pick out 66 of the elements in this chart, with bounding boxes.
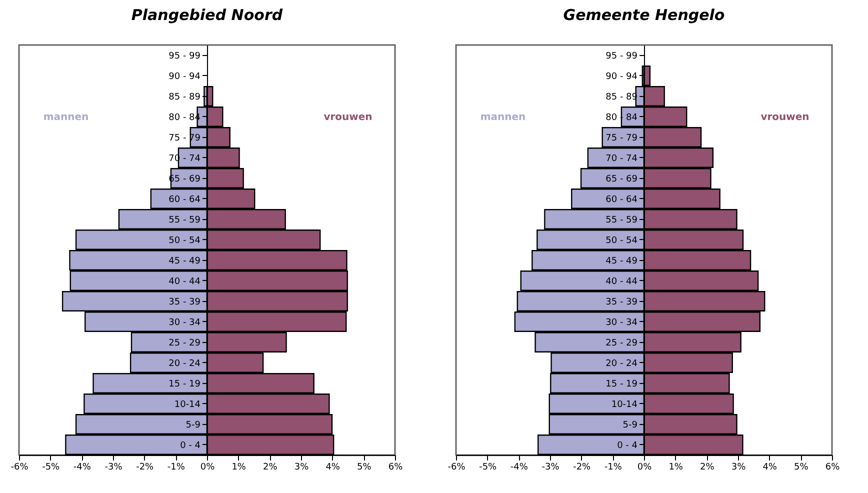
- x-tick-label: 4%: [326, 462, 340, 472]
- x-tick-label: -6%: [448, 462, 466, 472]
- y-tick-label: 55 - 59: [606, 215, 638, 226]
- y-tick-label: 5-9: [186, 420, 201, 430]
- chart-title: Plangebied Noord: [131, 6, 283, 24]
- x-tick-label: -1%: [604, 462, 622, 472]
- y-tick-label: 55 - 59: [168, 215, 201, 226]
- y-tick-label: 90 - 94: [606, 72, 638, 82]
- x-tick-label: 2%: [700, 462, 715, 472]
- x-tick-label: -1%: [167, 462, 186, 472]
- y-tick-label: 30 - 34: [168, 318, 201, 328]
- y-tick-label: 95 - 99: [606, 51, 638, 62]
- y-tick-label: 85 - 89: [168, 92, 201, 102]
- x-tick-label: 5%: [794, 462, 809, 472]
- text: vrouwen: [760, 112, 810, 123]
- y-tick-label: 15 - 19: [168, 379, 201, 390]
- x-tick-label: 6%: [388, 462, 404, 472]
- y-tick-label: 65 - 69: [606, 174, 638, 184]
- x-tick-label: -5%: [42, 462, 60, 472]
- y-tick-label: 50 - 54: [168, 236, 201, 246]
- x-tick-label: 3%: [731, 462, 746, 472]
- y-tick-label: 75 - 79: [606, 133, 638, 144]
- x-tick-label: -3%: [104, 462, 123, 472]
- y-tick-label: 40 - 44: [606, 276, 638, 287]
- x-tick-label: -6%: [10, 462, 29, 472]
- y-tick-label: 40 - 44: [168, 276, 201, 287]
- x-tick-label: 1%: [668, 462, 684, 472]
- y-tick-label: 90 - 94: [168, 72, 201, 82]
- x-tick-label: 5%: [357, 462, 372, 472]
- chart-title: Gemeente Hengelo: [563, 6, 725, 24]
- x-tick-label: 6%: [825, 462, 840, 472]
- x-tick-label: -2%: [136, 462, 154, 472]
- y-tick-label: 20 - 24: [168, 358, 201, 369]
- x-tick-label: -2%: [573, 462, 592, 472]
- y-tick-label: 45 - 49: [606, 256, 638, 266]
- text: mannen: [480, 112, 526, 123]
- x-tick-label: 1%: [232, 462, 246, 472]
- x-tick-label: -3%: [542, 462, 560, 472]
- y-tick-label: 35 - 39: [606, 297, 638, 308]
- y-tick-label: 15 - 19: [606, 379, 638, 390]
- y-tick-label: 25 - 29: [606, 338, 638, 348]
- x-tick-label: -4%: [73, 462, 92, 472]
- x-tick-label: 0%: [200, 462, 216, 472]
- x-tick-label: -5%: [479, 462, 498, 472]
- y-tick-label: 95 - 99: [168, 51, 201, 62]
- y-tick-label: 10-14: [611, 400, 638, 410]
- y-tick-label: 60 - 64: [606, 194, 638, 205]
- y-tick-label: 45 - 49: [168, 256, 201, 266]
- y-tick-label: 50 - 54: [606, 236, 638, 246]
- y-tick-label: 30 - 34: [606, 318, 638, 328]
- x-tick-label: 0%: [637, 462, 652, 472]
- y-tick-label: 10-14: [174, 400, 201, 410]
- x-tick-label: -4%: [510, 462, 528, 472]
- y-tick-label: 25 - 29: [168, 338, 201, 348]
- y-tick-label: 0 - 4: [617, 440, 638, 451]
- text: mannen: [43, 112, 89, 123]
- y-tick-label: 60 - 64: [168, 194, 201, 205]
- x-tick-label: 3%: [294, 462, 310, 472]
- x-tick-label: 4%: [762, 462, 778, 472]
- x-tick-label: 2%: [263, 462, 278, 472]
- y-tick-label: 0 - 4: [180, 440, 201, 451]
- y-tick-label: 35 - 39: [168, 297, 201, 308]
- y-tick-label: 20 - 24: [606, 358, 638, 369]
- y-tick-label: 5-9: [622, 420, 638, 430]
- text: vrouwen: [324, 112, 372, 123]
- y-tick-label: 70 - 74: [606, 154, 638, 164]
